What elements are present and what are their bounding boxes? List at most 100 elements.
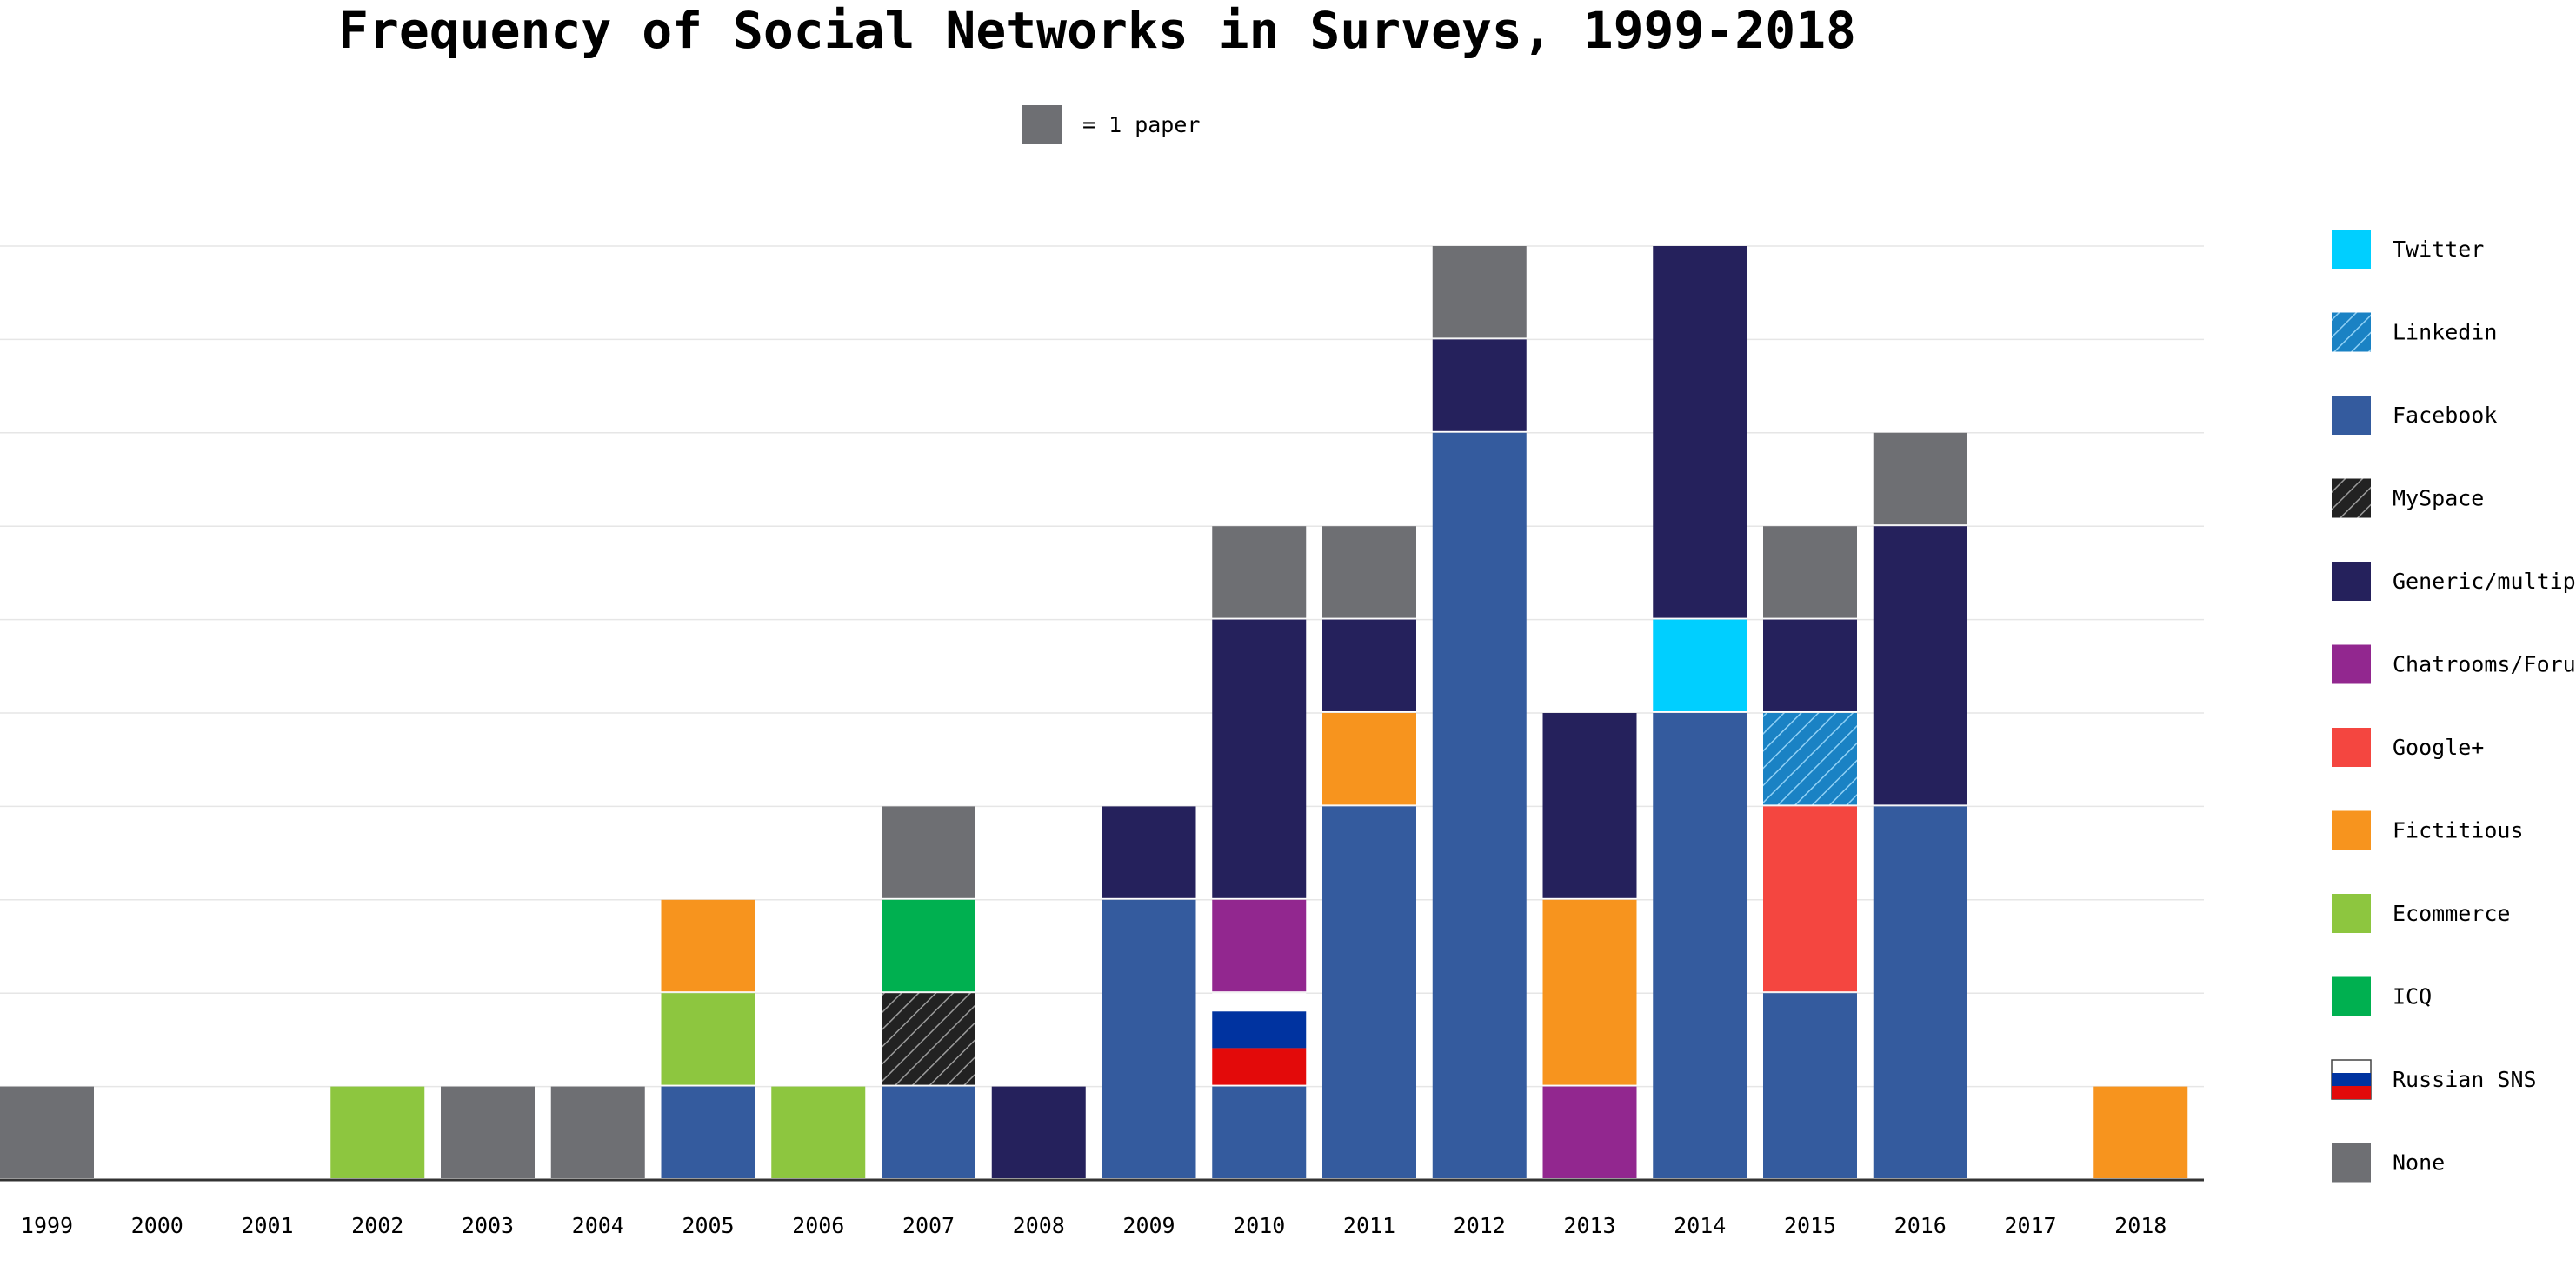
bar-facebook-2016 [1873,806,1967,1178]
x-tick-label-2016: 2016 [1894,1213,1947,1238]
legend-label: Russian SNS [2393,1067,2537,1092]
legend-item-myspace: MySpace [2332,478,2484,518]
legend-label: Chatrooms/Forums [2393,652,2576,677]
bar-generic-multiple-2016 [1873,526,1967,805]
x-tick-label-2010: 2010 [1233,1213,1285,1238]
bar-fictitious-2013 [1542,899,1637,1085]
bar-none-2012 [1432,246,1527,338]
legend-swatch-flag-red [2332,1086,2371,1099]
legend-swatch [2332,562,2371,601]
legend-item-chatrooms-forums: Chatrooms/Forums [2332,644,2576,684]
legend-item-generic-multiple: Generic/multiple [2332,562,2576,601]
x-tick-label-2004: 2004 [572,1213,624,1238]
x-tick-label-2005: 2005 [682,1213,734,1238]
bar-generic-multiple-2014 [1653,246,1747,618]
legend-label: Twitter [2393,237,2484,262]
x-tick-label-1999: 1999 [21,1213,73,1238]
legend-swatch [2332,312,2371,352]
bars [0,246,2188,1178]
bar-facebook-2015 [1763,993,1857,1178]
bar-icq-2007 [882,899,975,992]
bar-generic-multiple-2012 [1432,339,1527,431]
bar-russian-sns-2010-red [1212,1048,1307,1085]
bar-twitter-2014 [1653,619,1747,711]
legend-swatch [2332,1143,2371,1183]
legend-label: Facebook [2393,403,2497,428]
bar-none-2016 [1873,432,1967,525]
legend-label: Linkedin [2393,320,2497,345]
x-tick-label-2009: 2009 [1122,1213,1175,1238]
legend-label: Fictitious [2393,818,2524,843]
legend-label: Ecommerce [2393,901,2510,926]
gridlines [0,245,2204,1088]
x-tick-label-2018: 2018 [2114,1213,2167,1238]
bar-generic-multiple-2011 [1322,619,1416,711]
x-tick-label-2000: 2000 [131,1213,183,1238]
bar-facebook-2007 [882,1086,975,1178]
legend-item-russian-sns: Russian SNS [2331,1059,2537,1100]
legend-label: ICQ [2393,984,2432,1009]
x-tick-label-2001: 2001 [241,1213,293,1238]
chart-title: Frequency of Social Networks in Surveys,… [338,1,1856,60]
legend-item-ecommerce: Ecommerce [2332,894,2510,933]
bar-generic-multiple-2009 [1102,806,1196,898]
bar-generic-multiple-2013 [1542,713,1637,898]
bar-none-2003 [441,1086,535,1178]
bar-linkedin-2015 [1763,713,1857,805]
bar-chatrooms-forums-2013 [1542,1086,1637,1178]
legend-item-twitter: Twitter [2332,230,2484,269]
legend-label: Google+ [2393,735,2484,760]
legend-swatch [2332,894,2371,933]
x-tick-label-2014: 2014 [1674,1213,1726,1238]
bar-none-2015 [1763,526,1857,618]
legend-item-none: None [2332,1143,2445,1183]
bar-russian-sns-2010-white [1212,993,1307,1012]
bar-ecommerce-2005 [661,993,755,1085]
x-tick-label-2007: 2007 [902,1213,955,1238]
bar-none-2010 [1212,526,1307,618]
x-tick-label-2006: 2006 [792,1213,844,1238]
legend-item-google: Google+ [2332,728,2484,767]
x-tick-label-2002: 2002 [351,1213,403,1238]
bar-facebook-2012 [1432,432,1527,1178]
bar-none-2007 [882,806,975,898]
bar-facebook-2011 [1322,806,1416,1178]
unit-key-swatch [1022,105,1062,144]
bar-fictitious-2005 [661,899,755,992]
bar-fictitious-2018 [2093,1086,2188,1178]
x-tick-label-2012: 2012 [1454,1213,1506,1238]
unit-key-label: = 1 paper [1082,112,1200,137]
legend-item-fictitious: Fictitious [2332,810,2524,850]
legend-swatch [2332,644,2371,684]
bar-russian-sns-2010-blue [1212,1011,1307,1049]
x-tick-label-2015: 2015 [1784,1213,1836,1238]
legend-swatch [2332,810,2371,850]
legend-label: None [2393,1150,2445,1176]
bar-none-2004 [550,1086,645,1178]
legend-swatch [2332,478,2371,518]
x-axis: 1999 2000 2001 2002 2003 2004 2005 2006 2007 2008… [0,1178,2204,1238]
legend-label: MySpace [2393,486,2484,511]
legend-swatch [2332,976,2371,1016]
bar-chatrooms-forums-2010 [1212,899,1307,992]
bar-ecommerce-2002 [330,1086,425,1178]
bar-generic-multiple-2008 [991,1086,1086,1178]
legend-item-icq: ICQ [2332,976,2432,1016]
bar-facebook-2009 [1102,899,1196,1178]
legend-swatch [2332,728,2371,767]
legend-swatch-flag-blue [2332,1073,2371,1086]
bar-none-2011 [1322,526,1416,618]
x-tick-label-2003: 2003 [462,1213,514,1238]
bar-russian-sns-2010 [1212,993,1307,1085]
bar-facebook-2010 [1212,1086,1307,1178]
legend-item-linkedin: Linkedin [2332,312,2497,352]
bar-facebook-2005 [661,1086,755,1178]
bar-myspace-2007 [882,993,975,1085]
x-tick-label-2008: 2008 [1013,1213,1065,1238]
bar-generic-multiple-2015 [1763,619,1857,711]
bar-google-2015 [1763,806,1857,992]
bar-generic-multiple-2010 [1212,619,1307,898]
bar-facebook-2014 [1653,713,1747,1178]
